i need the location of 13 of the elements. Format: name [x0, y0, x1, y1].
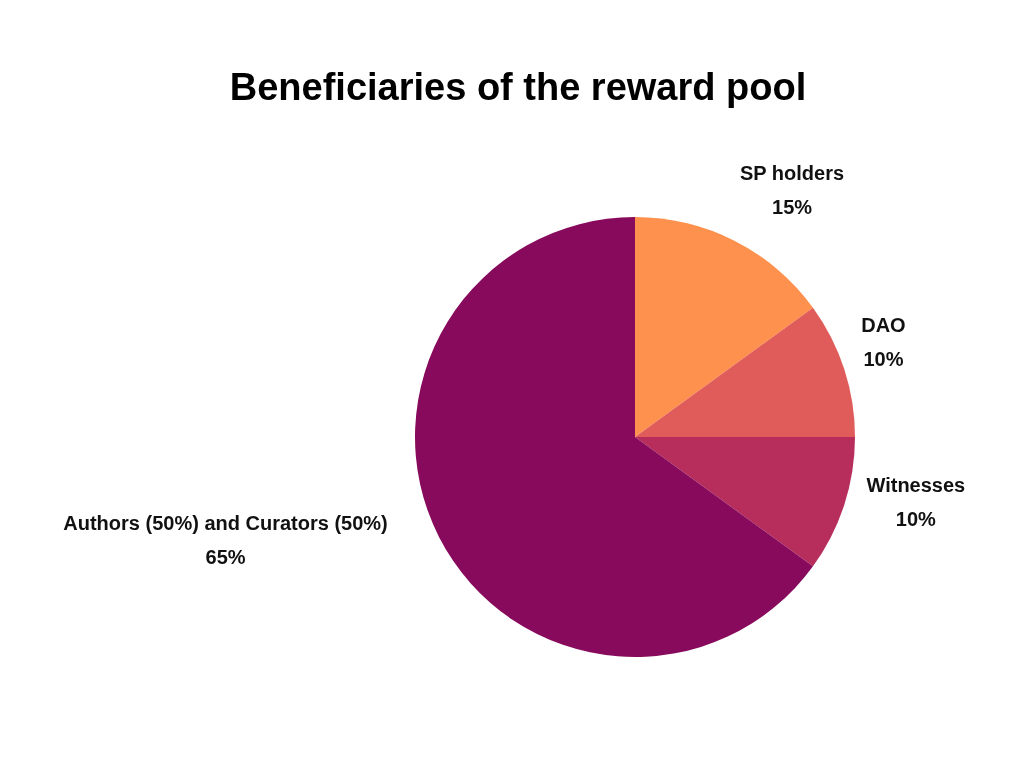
slice-label: DAO [861, 313, 906, 336]
data-label: 65% [205, 546, 246, 569]
pie-slice [635, 437, 855, 567]
data-label: 10% [863, 347, 904, 370]
pie-slice [635, 217, 813, 437]
slice-label: SP holders [739, 162, 845, 185]
pie-slice [635, 307, 855, 437]
data-label: 15% [772, 196, 813, 219]
pie-slice [415, 217, 813, 657]
slice-label: Witnesses [866, 474, 966, 497]
data-label: 10% [895, 508, 937, 531]
slice-label: Authors (50%) and Curators (50%) [63, 512, 388, 535]
chart-title: Beneficiaries of the reward pool [229, 66, 807, 108]
